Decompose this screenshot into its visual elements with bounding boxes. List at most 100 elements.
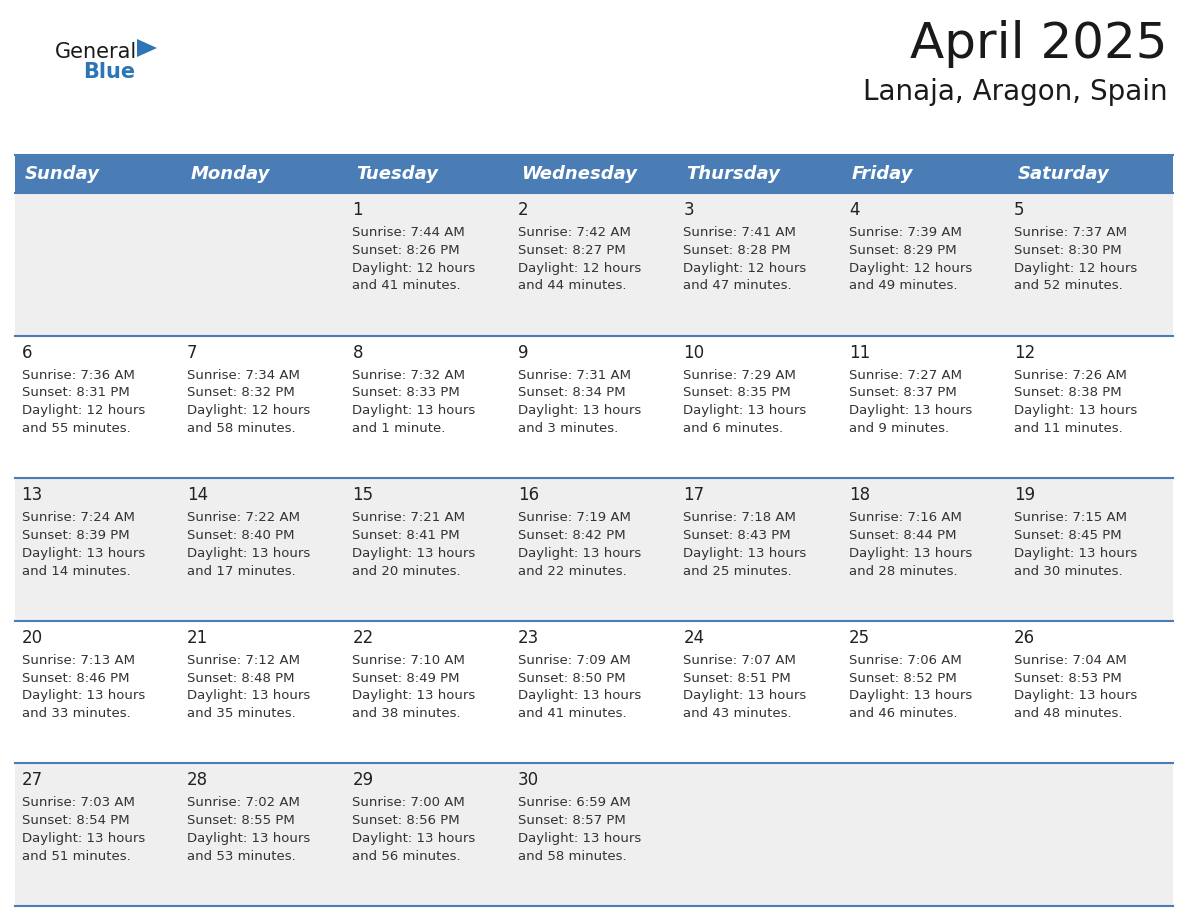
Text: and 25 minutes.: and 25 minutes. <box>683 565 792 577</box>
Bar <box>511 155 677 193</box>
Text: Sunrise: 7:15 AM: Sunrise: 7:15 AM <box>1015 511 1127 524</box>
Text: General: General <box>55 42 138 62</box>
Bar <box>677 621 842 764</box>
Bar <box>511 193 677 336</box>
Text: Sunrise: 7:03 AM: Sunrise: 7:03 AM <box>21 797 134 810</box>
Text: Sunrise: 7:00 AM: Sunrise: 7:00 AM <box>353 797 466 810</box>
Bar <box>511 764 677 906</box>
Text: Monday: Monday <box>190 165 270 183</box>
Text: and 46 minutes.: and 46 minutes. <box>848 707 958 721</box>
Text: Sunset: 8:53 PM: Sunset: 8:53 PM <box>1015 672 1121 685</box>
Text: Daylight: 13 hours: Daylight: 13 hours <box>21 689 145 702</box>
Text: Sunrise: 7:13 AM: Sunrise: 7:13 AM <box>21 654 134 666</box>
Text: Daylight: 13 hours: Daylight: 13 hours <box>683 404 807 417</box>
Text: 16: 16 <box>518 487 539 504</box>
Text: Sunset: 8:44 PM: Sunset: 8:44 PM <box>848 529 956 542</box>
Text: Sunrise: 7:36 AM: Sunrise: 7:36 AM <box>21 369 134 382</box>
Text: and 28 minutes.: and 28 minutes. <box>848 565 958 577</box>
Text: Sunset: 8:55 PM: Sunset: 8:55 PM <box>187 814 295 827</box>
Text: 23: 23 <box>518 629 539 647</box>
Text: Sunrise: 7:02 AM: Sunrise: 7:02 AM <box>187 797 299 810</box>
Text: Lanaja, Aragon, Spain: Lanaja, Aragon, Spain <box>864 78 1168 106</box>
Text: and 48 minutes.: and 48 minutes. <box>1015 707 1123 721</box>
Text: Sunrise: 7:32 AM: Sunrise: 7:32 AM <box>353 369 466 382</box>
Text: 10: 10 <box>683 343 704 362</box>
Text: Sunrise: 7:29 AM: Sunrise: 7:29 AM <box>683 369 796 382</box>
Text: Sunrise: 7:16 AM: Sunrise: 7:16 AM <box>848 511 961 524</box>
Text: Daylight: 13 hours: Daylight: 13 hours <box>353 404 475 417</box>
Text: Daylight: 13 hours: Daylight: 13 hours <box>21 547 145 560</box>
Bar <box>1007 764 1173 906</box>
Text: Sunset: 8:45 PM: Sunset: 8:45 PM <box>1015 529 1121 542</box>
Bar <box>15 478 181 621</box>
Bar <box>346 621 511 764</box>
Text: and 52 minutes.: and 52 minutes. <box>1015 279 1123 293</box>
Text: Sunrise: 7:41 AM: Sunrise: 7:41 AM <box>683 226 796 239</box>
Text: Sunset: 8:38 PM: Sunset: 8:38 PM <box>1015 386 1121 399</box>
Bar <box>842 764 1007 906</box>
Text: Daylight: 13 hours: Daylight: 13 hours <box>1015 404 1137 417</box>
Text: 2: 2 <box>518 201 529 219</box>
Text: 7: 7 <box>187 343 197 362</box>
Text: and 53 minutes.: and 53 minutes. <box>187 850 296 863</box>
Text: Sunset: 8:39 PM: Sunset: 8:39 PM <box>21 529 129 542</box>
Text: Sunrise: 7:19 AM: Sunrise: 7:19 AM <box>518 511 631 524</box>
Text: 22: 22 <box>353 629 374 647</box>
Bar <box>15 155 181 193</box>
Text: Sunset: 8:31 PM: Sunset: 8:31 PM <box>21 386 129 399</box>
Bar <box>1007 336 1173 478</box>
Text: 13: 13 <box>21 487 43 504</box>
Text: Sunset: 8:33 PM: Sunset: 8:33 PM <box>353 386 460 399</box>
Text: Daylight: 13 hours: Daylight: 13 hours <box>518 832 642 845</box>
Bar <box>15 336 181 478</box>
Bar <box>677 478 842 621</box>
Text: and 20 minutes.: and 20 minutes. <box>353 565 461 577</box>
Polygon shape <box>137 39 157 57</box>
Text: Daylight: 12 hours: Daylight: 12 hours <box>21 404 145 417</box>
Text: Daylight: 13 hours: Daylight: 13 hours <box>518 547 642 560</box>
Text: Daylight: 13 hours: Daylight: 13 hours <box>848 547 972 560</box>
Text: Sunset: 8:52 PM: Sunset: 8:52 PM <box>848 672 956 685</box>
Text: Sunset: 8:27 PM: Sunset: 8:27 PM <box>518 244 626 257</box>
Text: Sunset: 8:42 PM: Sunset: 8:42 PM <box>518 529 626 542</box>
Text: 24: 24 <box>683 629 704 647</box>
Text: Sunrise: 7:44 AM: Sunrise: 7:44 AM <box>353 226 466 239</box>
Text: and 51 minutes.: and 51 minutes. <box>21 850 131 863</box>
Bar <box>1007 193 1173 336</box>
Text: 30: 30 <box>518 771 539 789</box>
Text: Daylight: 12 hours: Daylight: 12 hours <box>187 404 310 417</box>
Text: and 41 minutes.: and 41 minutes. <box>518 707 626 721</box>
Bar <box>1007 155 1173 193</box>
Text: and 1 minute.: and 1 minute. <box>353 422 446 435</box>
Text: 21: 21 <box>187 629 208 647</box>
Bar <box>842 478 1007 621</box>
Text: and 11 minutes.: and 11 minutes. <box>1015 422 1123 435</box>
Bar <box>677 764 842 906</box>
Text: Sunrise: 7:31 AM: Sunrise: 7:31 AM <box>518 369 631 382</box>
Text: 26: 26 <box>1015 629 1035 647</box>
Text: Sunrise: 7:18 AM: Sunrise: 7:18 AM <box>683 511 796 524</box>
Text: Daylight: 13 hours: Daylight: 13 hours <box>187 832 310 845</box>
Text: Daylight: 13 hours: Daylight: 13 hours <box>683 689 807 702</box>
Text: and 6 minutes.: and 6 minutes. <box>683 422 783 435</box>
Text: Sunset: 8:56 PM: Sunset: 8:56 PM <box>353 814 460 827</box>
Text: and 56 minutes.: and 56 minutes. <box>353 850 461 863</box>
Bar <box>15 193 181 336</box>
Text: Saturday: Saturday <box>1017 165 1110 183</box>
Text: and 43 minutes.: and 43 minutes. <box>683 707 792 721</box>
Text: Daylight: 13 hours: Daylight: 13 hours <box>21 832 145 845</box>
Text: 28: 28 <box>187 771 208 789</box>
Bar <box>181 336 346 478</box>
Text: Sunrise: 7:27 AM: Sunrise: 7:27 AM <box>848 369 962 382</box>
Bar <box>346 155 511 193</box>
Bar <box>181 155 346 193</box>
Bar <box>842 193 1007 336</box>
Text: 12: 12 <box>1015 343 1036 362</box>
Bar <box>511 478 677 621</box>
Text: Sunset: 8:35 PM: Sunset: 8:35 PM <box>683 386 791 399</box>
Bar <box>181 621 346 764</box>
Text: Sunrise: 7:39 AM: Sunrise: 7:39 AM <box>848 226 961 239</box>
Text: and 35 minutes.: and 35 minutes. <box>187 707 296 721</box>
Bar <box>1007 478 1173 621</box>
Text: Daylight: 13 hours: Daylight: 13 hours <box>353 832 475 845</box>
